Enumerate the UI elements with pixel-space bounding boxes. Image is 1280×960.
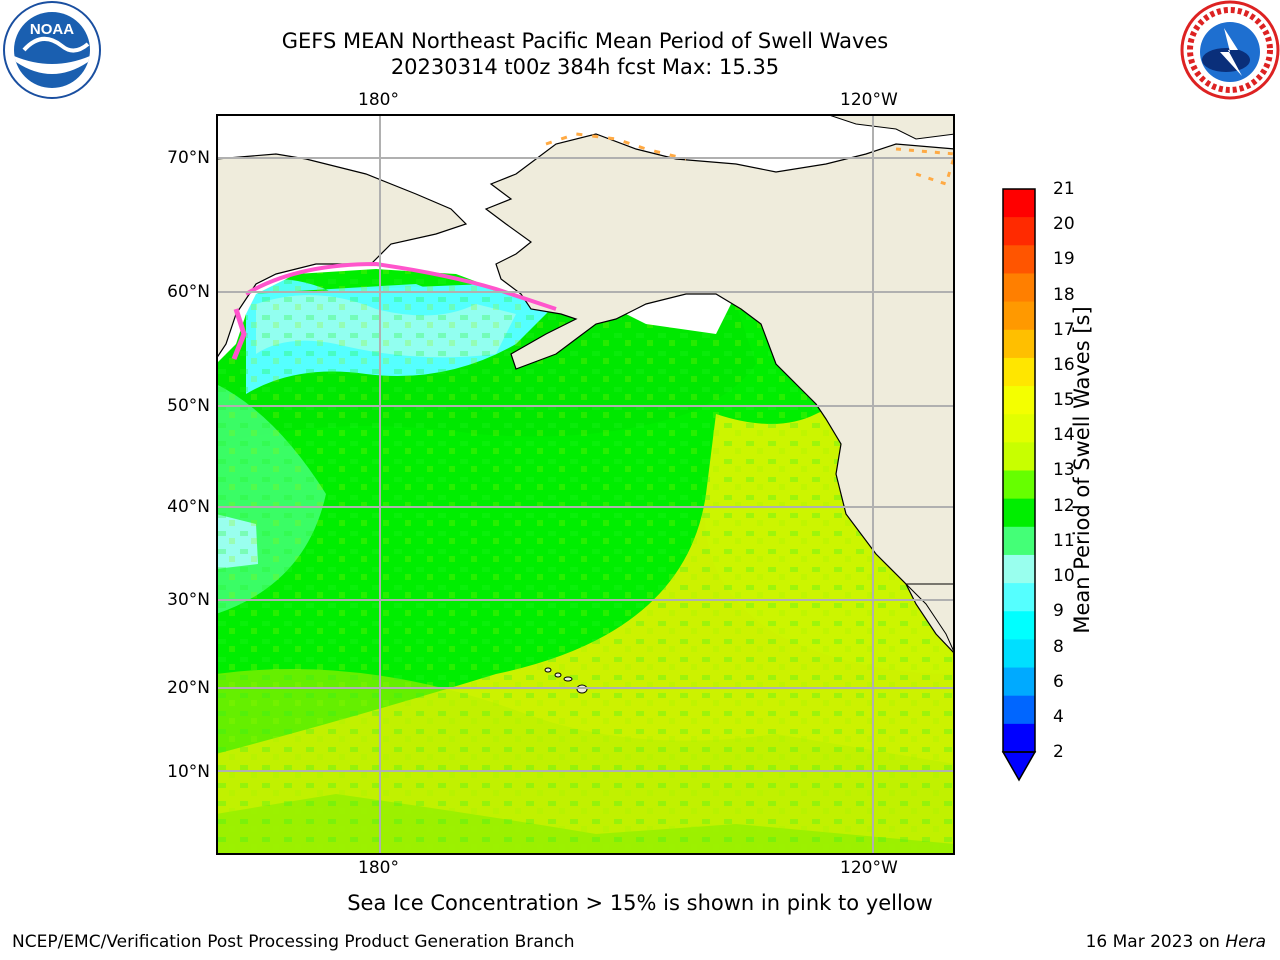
lon-label-bottom-120w: 120°W — [840, 858, 898, 878]
colorbar-label: Mean Period of Swell Waves [s] — [1070, 306, 1094, 634]
colorbar-bin — [1003, 245, 1035, 274]
sea-ice-edge-arctic — [545, 132, 687, 161]
lon-label-bottom-180: 180° — [358, 858, 399, 878]
map-panel — [216, 114, 955, 855]
colorbar-bin — [1003, 470, 1035, 500]
colorbar-bin — [1003, 583, 1035, 612]
colorbar-bin — [1003, 357, 1035, 387]
lat-label-20n: 20°N — [167, 678, 210, 698]
colorbar-bin — [1003, 611, 1035, 640]
footer-date: 16 Mar 2023 on Hera — [1086, 932, 1266, 952]
colorbar-bin — [1003, 667, 1035, 697]
chart-subtitle: 20230314 t00z 384h fcst Max: 15.35 — [390, 55, 780, 79]
colorbar-tick-16: 16 — [1053, 355, 1075, 375]
footer-host: Hera — [1225, 932, 1266, 952]
colorbar-bin — [1003, 189, 1035, 218]
colorbar-tick-18: 18 — [1053, 285, 1075, 305]
lat-label-70n: 70°N — [167, 148, 210, 168]
colorbar-tick-9: 9 — [1053, 601, 1064, 621]
colorbar-tick-4: 4 — [1053, 707, 1064, 727]
colorbar-bin — [1003, 273, 1035, 303]
colorbar-tick-21: 21 — [1053, 179, 1075, 199]
colorbar-bin — [1003, 695, 1035, 725]
colorbar-extend-arrow — [1001, 751, 1037, 782]
colorbar-tick-13: 13 — [1053, 460, 1075, 480]
lat-label-30n: 30°N — [167, 590, 210, 610]
colorbar-tick-2: 2 — [1053, 742, 1064, 762]
sea-ice-caption: Sea Ice Concentration > 15% is shown in … — [347, 891, 933, 915]
colorbar-bin — [1003, 414, 1035, 443]
colorbar-bin — [1003, 329, 1035, 359]
footer-date-text: 16 Mar 2023 on — [1085, 932, 1226, 952]
sea-ice-edge-bering — [244, 261, 557, 311]
lon-label-top-120w: 120°W — [840, 90, 898, 110]
nws-logo — [1180, 0, 1280, 100]
footer-producer: NCEP/EMC/Verification Post Processing Pr… — [12, 932, 575, 952]
svg-text:NOAA: NOAA — [30, 21, 74, 38]
colorbar-bin — [1003, 442, 1035, 471]
colorbar-tick-11: 11 — [1053, 531, 1075, 551]
colorbar-bin — [1003, 554, 1035, 584]
chart-title: GEFS MEAN Northeast Pacific Mean Period … — [281, 29, 889, 53]
colorbar-tick-12: 12 — [1053, 496, 1075, 516]
lat-label-60n: 60°N — [167, 282, 210, 302]
colorbar-border — [1002, 188, 1036, 753]
sea-ice-edge-kamchatka — [231, 308, 247, 360]
colorbar-tick-15: 15 — [1053, 390, 1075, 410]
land-north-america — [484, 133, 955, 655]
colorbar-bin — [1003, 498, 1035, 528]
colorbar-bin — [1003, 639, 1035, 669]
colorbar-bin — [1003, 217, 1035, 246]
colorbar-tick-19: 19 — [1053, 249, 1075, 269]
noaa-logo: NOAA — [3, 1, 101, 99]
lon-label-top-180: 180° — [358, 90, 399, 110]
colorbar-tick-10: 10 — [1053, 566, 1075, 586]
colorbar-tick-6: 6 — [1053, 672, 1064, 692]
colorbar-bin — [1003, 526, 1035, 556]
land-arctic-islands — [825, 114, 955, 140]
map-border — [216, 114, 955, 855]
colorbar-bin — [1003, 386, 1035, 415]
colorbar-bin — [1003, 723, 1035, 753]
lat-label-10n: 10°N — [167, 762, 210, 782]
colorbar-tick-20: 20 — [1053, 214, 1075, 234]
colorbar — [1001, 188, 1037, 782]
colorbar-tick-14: 14 — [1053, 425, 1075, 445]
sea-ice-edge-beaufort — [895, 147, 955, 186]
graticule — [216, 114, 955, 855]
lat-label-50n: 50°N — [167, 396, 210, 416]
colorbar-tick-17: 17 — [1053, 320, 1075, 340]
colorbar-bin — [1003, 301, 1035, 331]
lat-label-40n: 40°N — [167, 497, 210, 517]
land-siberia — [216, 153, 468, 361]
colorbar-tick-8: 8 — [1053, 637, 1064, 657]
